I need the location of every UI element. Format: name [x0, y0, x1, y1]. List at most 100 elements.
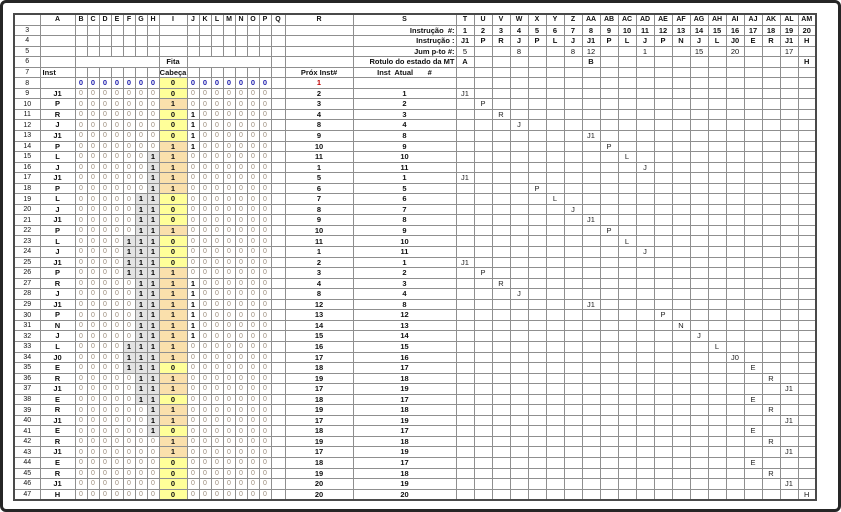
- tape-cell[interactable]: 0: [134, 77, 148, 89]
- state-cell[interactable]: J1: [779, 478, 799, 490]
- state-cell[interactable]: [725, 446, 745, 458]
- state-cell[interactable]: [545, 456, 565, 469]
- state-cell[interactable]: [653, 372, 673, 385]
- state-cell[interactable]: [707, 77, 727, 89]
- tape-cell[interactable]: 0: [246, 193, 260, 205]
- state-cell[interactable]: [491, 309, 511, 321]
- tape-cell[interactable]: 0: [86, 414, 100, 427]
- tape-cell[interactable]: [186, 35, 200, 47]
- state-cell[interactable]: [707, 309, 727, 321]
- state-cell[interactable]: [563, 98, 583, 110]
- state-cell[interactable]: [473, 119, 493, 131]
- tape-cell[interactable]: 1: [134, 309, 148, 321]
- prox-inst-cell[interactable]: 8: [284, 203, 354, 216]
- tape-cell[interactable]: 0: [74, 319, 88, 332]
- head-cell[interactable]: 0: [158, 214, 188, 226]
- tape-cell[interactable]: 0: [210, 319, 224, 332]
- tape-cell[interactable]: 0: [198, 87, 212, 100]
- state-cell[interactable]: [509, 108, 529, 121]
- state-cell[interactable]: [545, 214, 565, 226]
- state-cell[interactable]: [689, 414, 709, 427]
- tape-cell[interactable]: 0: [198, 488, 212, 502]
- tape-cell[interactable]: 0: [234, 87, 248, 100]
- column-header-T[interactable]: T: [455, 13, 475, 26]
- tape-cell[interactable]: [222, 24, 236, 37]
- state-cell[interactable]: [707, 119, 727, 131]
- tape-cell[interactable]: 0: [110, 288, 124, 300]
- tape-cell[interactable]: 1: [146, 182, 160, 195]
- tape-cell[interactable]: 0: [234, 182, 248, 195]
- state-label[interactable]: [635, 56, 655, 68]
- state-cell[interactable]: [473, 298, 493, 311]
- prox-inst-cell[interactable]: 18: [284, 393, 354, 406]
- row-number[interactable]: 21: [13, 214, 41, 226]
- tape-cell[interactable]: 0: [86, 478, 100, 490]
- state-cell[interactable]: [599, 383, 619, 395]
- state-cell[interactable]: [581, 351, 601, 364]
- tape-cell[interactable]: 0: [86, 319, 100, 332]
- tape-cell[interactable]: 0: [246, 98, 260, 110]
- head-cell[interactable]: 0: [158, 488, 188, 502]
- tape-cell[interactable]: 0: [122, 151, 136, 163]
- row-number[interactable]: 39: [13, 404, 41, 416]
- state-cell[interactable]: [779, 151, 799, 163]
- tape-cell[interactable]: 0: [210, 456, 224, 469]
- state-cell[interactable]: [599, 214, 619, 226]
- tape-cell[interactable]: 0: [122, 161, 136, 174]
- inst-cell[interactable]: J1: [39, 214, 76, 226]
- state-cell[interactable]: [599, 435, 619, 448]
- state-cell[interactable]: [599, 119, 619, 131]
- tape-cell[interactable]: 0: [86, 446, 100, 458]
- state-cell[interactable]: [797, 309, 817, 321]
- atual-inst-cell[interactable]: 1: [352, 172, 457, 184]
- inst-cell[interactable]: E: [39, 393, 76, 406]
- tape-cell[interactable]: 0: [258, 340, 272, 353]
- tape-cell[interactable]: 0: [258, 193, 272, 205]
- state-cell[interactable]: [545, 404, 565, 416]
- row-number[interactable]: 31: [13, 319, 41, 332]
- state-cell[interactable]: [563, 87, 583, 100]
- state-cell[interactable]: [635, 214, 655, 226]
- tape-cell[interactable]: 0: [110, 130, 124, 142]
- tape-cell[interactable]: 0: [122, 478, 136, 490]
- state-cell[interactable]: [725, 298, 745, 311]
- tape-cell[interactable]: 0: [198, 456, 212, 469]
- state-cell[interactable]: [707, 288, 727, 300]
- state-cell[interactable]: [671, 161, 691, 174]
- state-cell[interactable]: [725, 383, 745, 395]
- atual-inst-cell[interactable]: 20: [352, 488, 457, 502]
- tape-cell[interactable]: 0: [258, 172, 272, 184]
- state-cell[interactable]: [635, 393, 655, 406]
- tape-cell[interactable]: 0: [258, 319, 272, 332]
- state-cell[interactable]: [671, 478, 691, 490]
- tape-cell[interactable]: 0: [222, 351, 236, 364]
- state-cell[interactable]: [689, 309, 709, 321]
- tape-cell[interactable]: 0: [86, 172, 100, 184]
- atual-inst-cell[interactable]: 10: [352, 151, 457, 163]
- state-cell[interactable]: [581, 414, 601, 427]
- state-cell[interactable]: [707, 404, 727, 416]
- state-cell[interactable]: [743, 478, 763, 490]
- jump-target[interactable]: 17: [779, 45, 799, 58]
- tape-cell[interactable]: 0: [234, 414, 248, 427]
- state-cell[interactable]: R: [761, 435, 781, 448]
- head-cell[interactable]: 1: [158, 182, 188, 195]
- cell[interactable]: [270, 151, 286, 163]
- state-cell[interactable]: [689, 488, 709, 502]
- state-cell[interactable]: [491, 267, 511, 279]
- tape-cell[interactable]: 0: [246, 235, 260, 248]
- tape-cell[interactable]: 0: [246, 119, 260, 131]
- tape-cell[interactable]: 0: [134, 161, 148, 174]
- tape-cell[interactable]: 0: [110, 330, 124, 342]
- state-cell[interactable]: [545, 256, 565, 269]
- state-cell[interactable]: [797, 478, 817, 490]
- atual-inst-cell[interactable]: [352, 77, 457, 89]
- state-cell[interactable]: [527, 193, 547, 205]
- tape-cell[interactable]: 0: [210, 393, 224, 406]
- state-cell[interactable]: [617, 383, 637, 395]
- state-cell[interactable]: [779, 119, 799, 131]
- state-cell[interactable]: [725, 277, 745, 290]
- tape-cell[interactable]: 0: [222, 224, 236, 237]
- tape-cell[interactable]: 0: [110, 309, 124, 321]
- state-cell[interactable]: [509, 362, 529, 374]
